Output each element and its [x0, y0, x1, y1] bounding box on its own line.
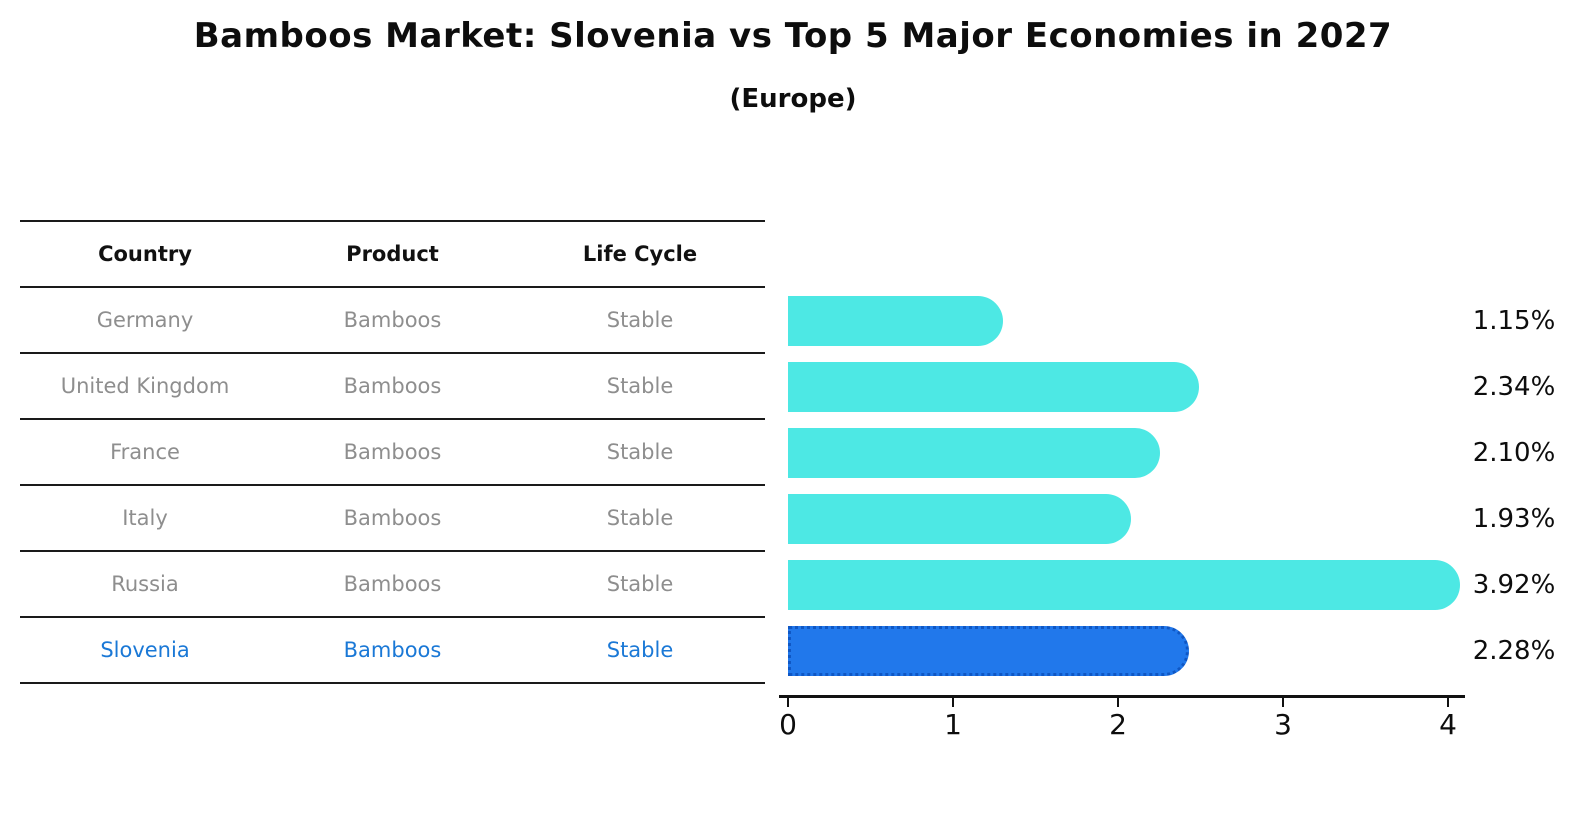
col-header-life-cycle: Life Cycle	[582, 242, 698, 266]
bar-value-label: 1.93%	[1472, 504, 1556, 534]
bar-value-label: 2.10%	[1472, 438, 1556, 468]
cell-country: United Kingdom	[60, 374, 230, 398]
chart-subtitle: (Europe)	[729, 84, 857, 114]
table-row: Germany Bamboos Stable	[20, 287, 765, 353]
cell-life-cycle: Stable	[606, 440, 674, 464]
cell-country: Germany	[96, 308, 194, 332]
table-header-row: Country Product Life Cycle	[20, 221, 765, 287]
chart-title: Bamboos Market: Slovenia vs Top 5 Major …	[193, 16, 1393, 56]
cell-country: Slovenia	[100, 638, 190, 662]
x-axis-tick	[952, 698, 954, 707]
table-row: Russia Bamboos Stable	[20, 551, 765, 617]
x-axis-tick	[1282, 698, 1284, 707]
cell-product: Bamboos	[343, 308, 442, 332]
cell-life-cycle: Stable	[606, 572, 674, 596]
cell-life-cycle: Stable	[606, 374, 674, 398]
bar-value-label: 2.34%	[1472, 372, 1556, 402]
bar-russia	[788, 560, 1460, 610]
bar-value-label: 1.15%	[1472, 306, 1556, 336]
cell-product: Bamboos	[343, 572, 442, 596]
cell-life-cycle: Stable	[606, 638, 674, 662]
cell-product: Bamboos	[343, 374, 442, 398]
x-axis-tick	[1447, 698, 1449, 707]
bar-value-label: 3.92%	[1472, 570, 1556, 600]
x-axis-tick-label: 4	[1439, 708, 1457, 741]
cell-life-cycle: Stable	[606, 308, 674, 332]
x-axis-tick-label: 3	[1274, 708, 1292, 741]
cell-country: France	[110, 440, 180, 464]
cell-product: Bamboos	[343, 440, 442, 464]
cell-life-cycle: Stable	[606, 506, 674, 530]
col-header-country: Country	[98, 242, 192, 266]
bar-france	[788, 428, 1160, 478]
x-axis-tick	[1117, 698, 1119, 707]
x-axis-tick	[787, 698, 789, 707]
cell-country: Russia	[111, 572, 179, 596]
bar-united-kingdom	[788, 362, 1200, 412]
x-axis-tick-label: 2	[1109, 708, 1127, 741]
bar-slovenia-highlighted	[788, 626, 1190, 676]
bar-germany	[788, 296, 1003, 346]
bar-value-label: 2.28%	[1472, 636, 1556, 666]
table-row: United Kingdom Bamboos Stable	[20, 353, 765, 419]
cell-country: Italy	[122, 506, 168, 530]
table-row: France Bamboos Stable	[20, 419, 765, 485]
bar-italy	[788, 494, 1132, 544]
x-axis-tick-label: 0	[779, 708, 797, 741]
col-header-product: Product	[346, 242, 439, 266]
country-table: Country Product Life Cycle Germany Bambo…	[20, 220, 765, 684]
table-row: Italy Bamboos Stable	[20, 485, 765, 551]
x-axis-tick-label: 1	[944, 708, 962, 741]
cell-product: Bamboos	[343, 638, 442, 662]
table-row-highlighted: Slovenia Bamboos Stable	[20, 617, 765, 683]
x-axis-line	[779, 695, 1465, 698]
cell-product: Bamboos	[343, 506, 442, 530]
